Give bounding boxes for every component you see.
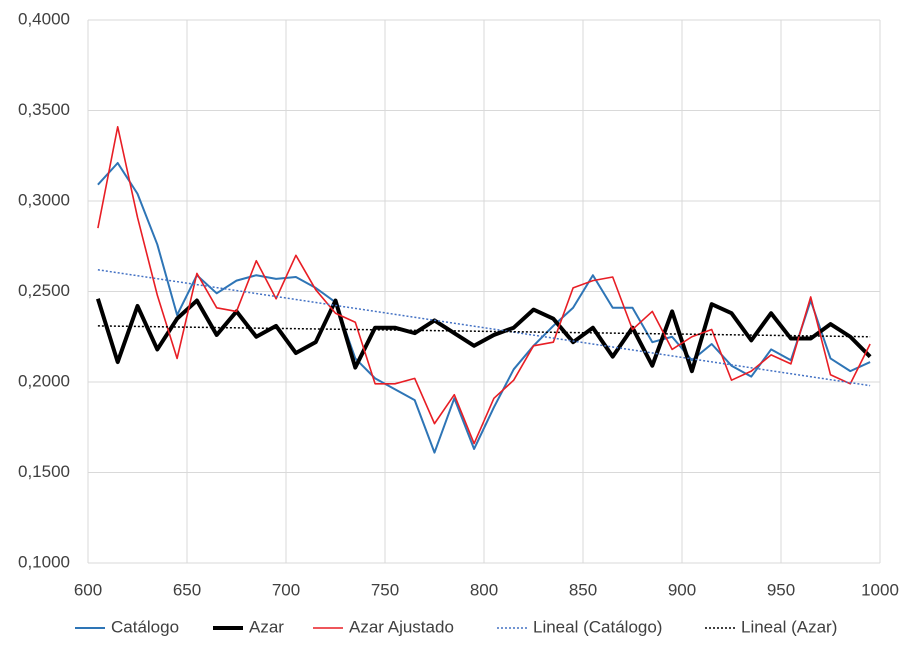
legend-label: Azar <box>249 617 284 636</box>
y-tick-label: 0,3000 <box>18 190 70 209</box>
y-tick-label: 0,1500 <box>18 462 70 481</box>
x-tick-label: 1000 <box>861 580 899 599</box>
x-tick-label: 600 <box>74 580 102 599</box>
series-line <box>97 161 871 454</box>
series-line <box>97 125 871 445</box>
legend-label: Azar Ajustado <box>349 617 454 636</box>
x-tick-label: 850 <box>569 580 597 599</box>
x-tick-label: 700 <box>272 580 300 599</box>
x-tick-label: 800 <box>470 580 498 599</box>
x-tick-label: 650 <box>173 580 201 599</box>
y-tick-label: 0,4000 <box>18 9 70 28</box>
y-tick-label: 0,2500 <box>18 281 70 300</box>
y-tick-label: 0,1000 <box>18 552 70 571</box>
legend-label: Catálogo <box>111 617 179 636</box>
x-tick-label: 950 <box>767 580 795 599</box>
legend-label: Lineal (Catálogo) <box>533 617 662 636</box>
x-tick-label: 900 <box>668 580 696 599</box>
y-tick-label: 0,3500 <box>18 100 70 119</box>
series-line <box>97 325 871 338</box>
y-tick-label: 0,2000 <box>18 371 70 390</box>
x-tick-label: 750 <box>371 580 399 599</box>
legend-label: Lineal (Azar) <box>741 617 837 636</box>
series-line <box>95 298 872 374</box>
